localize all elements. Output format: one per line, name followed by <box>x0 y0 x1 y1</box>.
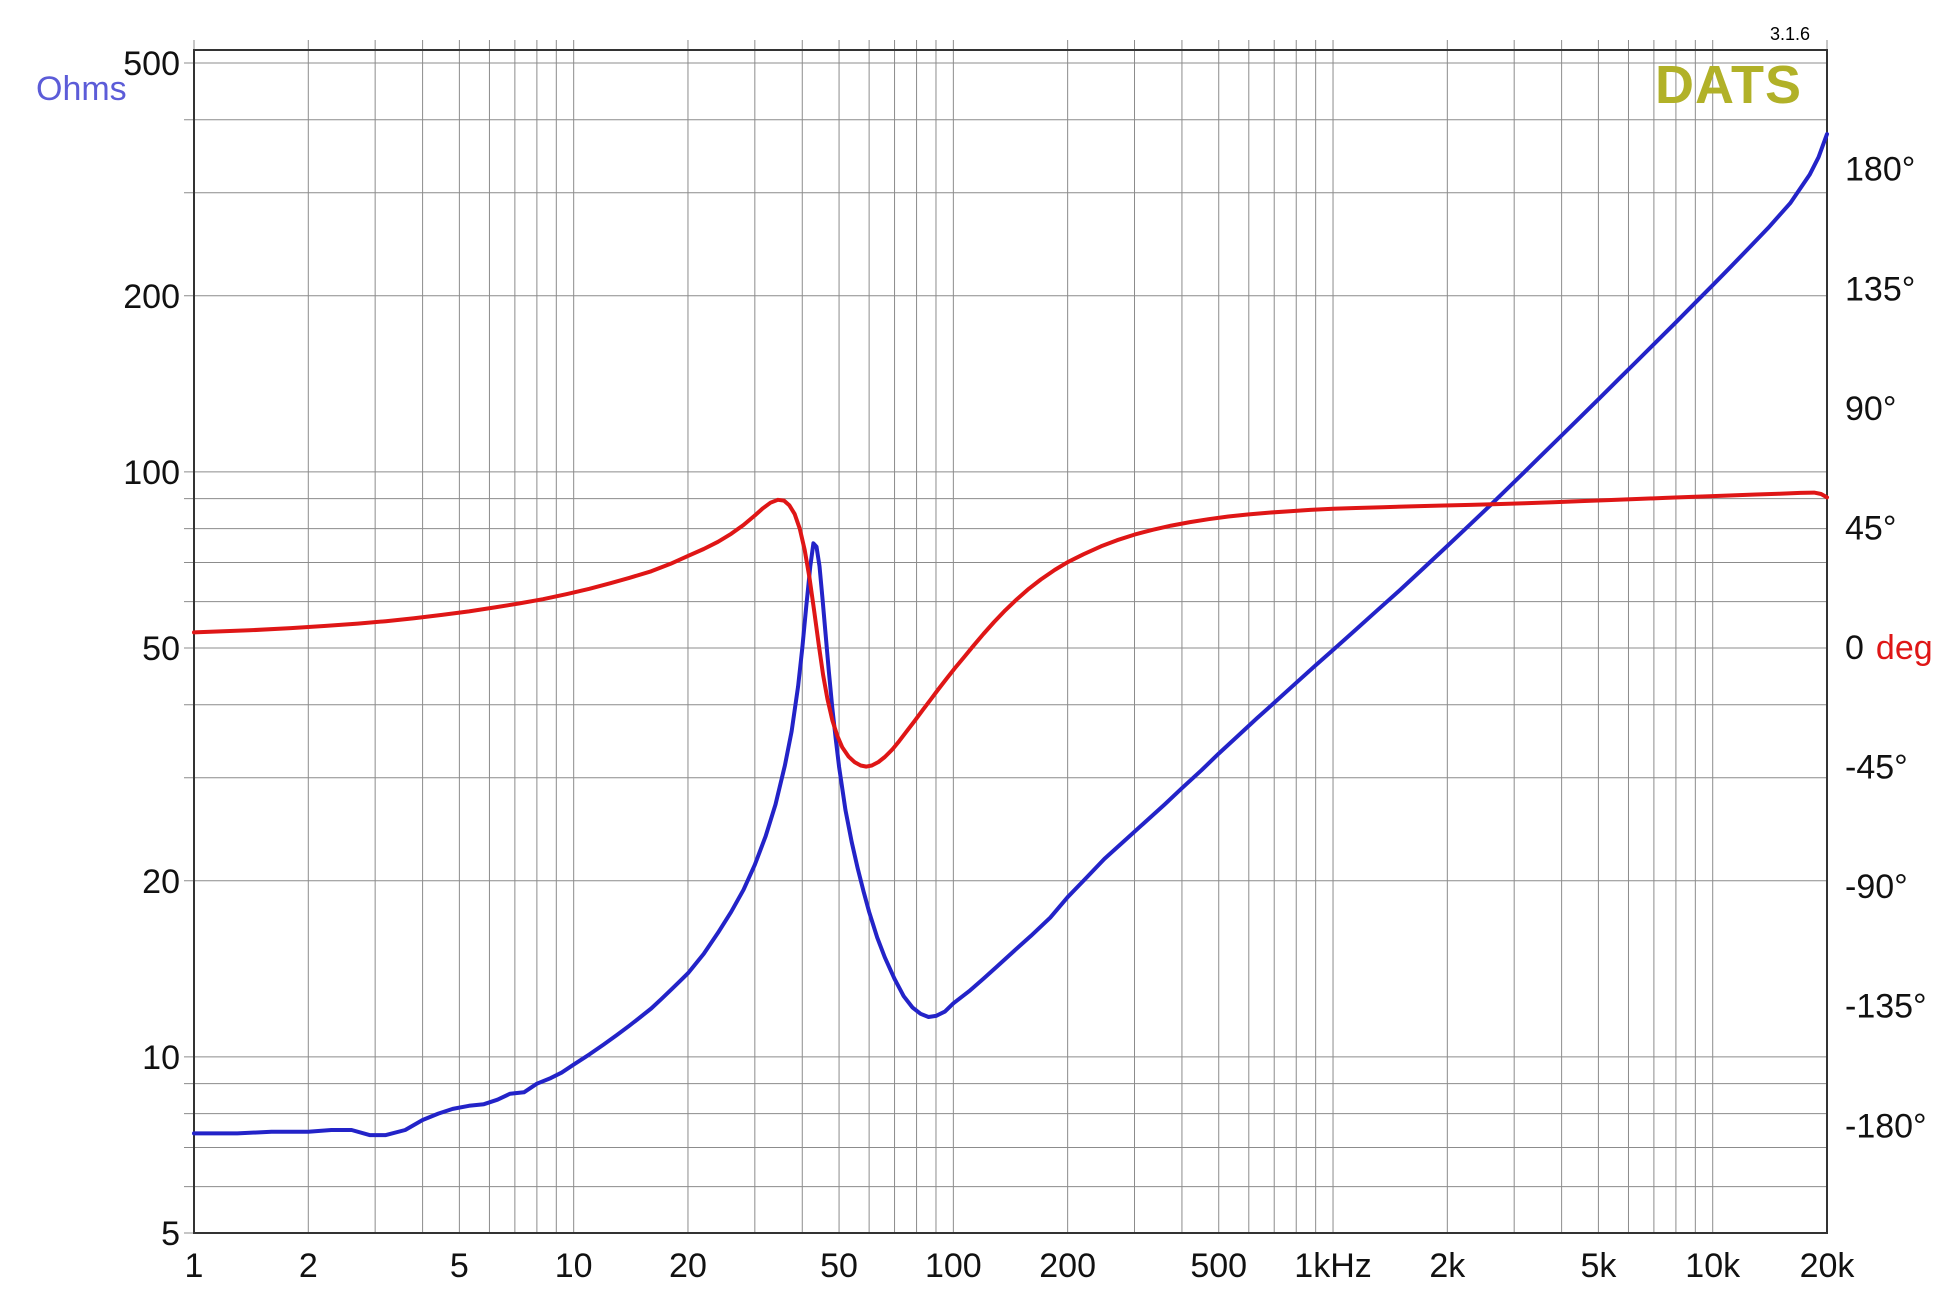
bottom-tick-label: 2 <box>299 1247 318 1285</box>
right-tick-label: -90° <box>1845 868 1908 906</box>
phase-curve <box>192 490 1829 769</box>
right-tick-label: 45° <box>1845 509 1896 547</box>
bottom-tick-label: 100 <box>925 1247 982 1285</box>
left-tick-label: 50 <box>142 630 180 668</box>
left-tick-label: 100 <box>123 454 180 492</box>
bottom-tick-label: 5 <box>450 1247 469 1285</box>
bottom-tick-label: 1 <box>185 1247 204 1285</box>
dats-logo: DATS <box>1655 55 1802 115</box>
bottom-tick-label: 5k <box>1580 1247 1617 1285</box>
left-tick-label: 200 <box>123 278 180 316</box>
grid-lines <box>184 40 1828 1234</box>
bottom-tick-label: 50 <box>820 1247 858 1285</box>
left-axis-title: Ohms <box>36 70 127 108</box>
bottom-tick-label: 1kHz <box>1294 1247 1371 1285</box>
right-tick-label: -45° <box>1845 749 1908 787</box>
bottom-tick-label: 20k <box>1800 1247 1856 1285</box>
right-tick-label: 135° <box>1845 270 1915 308</box>
bottom-tick-label: 10 <box>555 1247 593 1285</box>
right-tick-label: 90° <box>1845 390 1896 428</box>
left-tick-label: 10 <box>142 1039 180 1077</box>
right-tick-label: -135° <box>1845 988 1927 1026</box>
bottom-tick-label: 500 <box>1190 1247 1247 1285</box>
left-tick-label: 500 <box>123 45 180 83</box>
bottom-tick-label: 20 <box>669 1247 707 1285</box>
right-tick-label: -180° <box>1845 1107 1927 1145</box>
app-version: 3.1.6 <box>1770 24 1811 44</box>
impedance-curve <box>192 132 1829 1138</box>
bottom-tick-label: 200 <box>1039 1247 1096 1285</box>
plot-frame <box>193 49 1828 1234</box>
left-tick-label: 20 <box>142 863 180 901</box>
right-tick-label: 180° <box>1845 151 1915 189</box>
bottom-tick-label: 10k <box>1685 1247 1741 1285</box>
bottom-tick-label: 2k <box>1429 1247 1466 1285</box>
left-tick-label: 5 <box>161 1215 180 1253</box>
phase-unit-label: deg <box>1876 629 1933 667</box>
curves <box>192 132 1829 1138</box>
right-tick-label: 0 deg <box>1845 629 1933 667</box>
